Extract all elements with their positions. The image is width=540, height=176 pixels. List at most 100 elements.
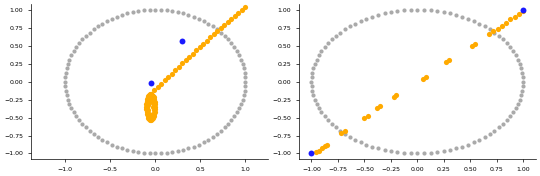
Point <box>174 65 183 68</box>
Point <box>351 22 360 25</box>
Point <box>238 9 246 11</box>
Point <box>239 94 248 97</box>
Point <box>374 14 383 16</box>
Point <box>142 108 151 111</box>
Point <box>150 115 158 118</box>
Point <box>368 15 376 18</box>
Point <box>363 115 372 118</box>
Point <box>160 79 169 82</box>
Point <box>516 62 524 65</box>
Point <box>157 152 165 155</box>
Point <box>118 14 126 16</box>
Point <box>511 107 520 109</box>
Point <box>241 80 249 83</box>
Point <box>318 146 326 149</box>
Point <box>151 108 159 111</box>
Point <box>241 76 249 78</box>
Point <box>498 24 507 27</box>
Point <box>146 92 155 95</box>
Point <box>168 10 177 13</box>
Point <box>233 111 241 114</box>
Point <box>362 143 370 146</box>
Point <box>98 22 106 25</box>
Point <box>233 50 241 52</box>
Point <box>75 119 83 122</box>
Point <box>393 151 402 154</box>
Point <box>439 150 448 153</box>
Point <box>157 82 166 85</box>
Point <box>148 99 157 102</box>
Point <box>144 117 153 119</box>
Point <box>309 94 318 97</box>
Point <box>471 42 480 45</box>
Point <box>65 102 74 105</box>
Point <box>67 107 76 109</box>
Point <box>69 50 78 52</box>
Point <box>433 151 441 154</box>
Point <box>323 42 332 45</box>
Point <box>374 147 383 150</box>
Point <box>148 105 157 108</box>
Point <box>69 111 78 114</box>
Point <box>238 62 247 65</box>
Point <box>60 80 69 83</box>
Point <box>240 89 249 92</box>
Point <box>62 89 70 92</box>
Point <box>341 130 349 133</box>
Point <box>341 133 349 135</box>
Point <box>145 152 154 155</box>
Point <box>307 85 316 88</box>
Point <box>321 145 329 148</box>
Point <box>148 102 157 105</box>
Point <box>509 111 517 114</box>
Point <box>75 42 83 45</box>
Point <box>157 9 165 11</box>
Point <box>400 152 408 154</box>
Point <box>332 34 340 37</box>
Point <box>224 21 232 23</box>
Point <box>241 6 249 8</box>
Point <box>144 104 152 107</box>
Point <box>307 152 316 155</box>
Point <box>332 126 340 129</box>
Point <box>146 93 154 95</box>
Point <box>420 152 428 155</box>
Point <box>481 136 489 138</box>
Point <box>78 122 86 125</box>
Point <box>150 96 158 99</box>
Point <box>178 40 187 43</box>
Point <box>103 20 111 23</box>
Point <box>224 38 233 41</box>
Point <box>314 107 323 109</box>
Point <box>134 151 143 154</box>
Point <box>238 98 247 101</box>
Point <box>227 119 235 122</box>
Point <box>148 118 157 121</box>
Point <box>320 46 329 49</box>
Point <box>227 18 235 20</box>
Point <box>518 85 527 88</box>
Point <box>199 42 207 45</box>
Point <box>470 141 478 144</box>
Point <box>323 143 332 146</box>
Point <box>62 94 71 97</box>
Point <box>134 10 143 13</box>
Point <box>146 82 155 84</box>
Point <box>519 80 528 83</box>
Point <box>239 67 248 70</box>
Point <box>227 42 235 45</box>
Point <box>171 69 180 72</box>
Point <box>317 111 326 114</box>
Point <box>62 67 71 70</box>
Point <box>103 141 111 144</box>
Point <box>195 46 204 48</box>
Point <box>185 55 194 58</box>
Point <box>85 129 94 132</box>
Point <box>392 94 401 97</box>
Point <box>148 93 157 96</box>
Point <box>406 9 415 11</box>
Point <box>146 97 155 100</box>
Point <box>234 11 242 14</box>
Point <box>143 105 151 108</box>
Point <box>78 38 86 41</box>
